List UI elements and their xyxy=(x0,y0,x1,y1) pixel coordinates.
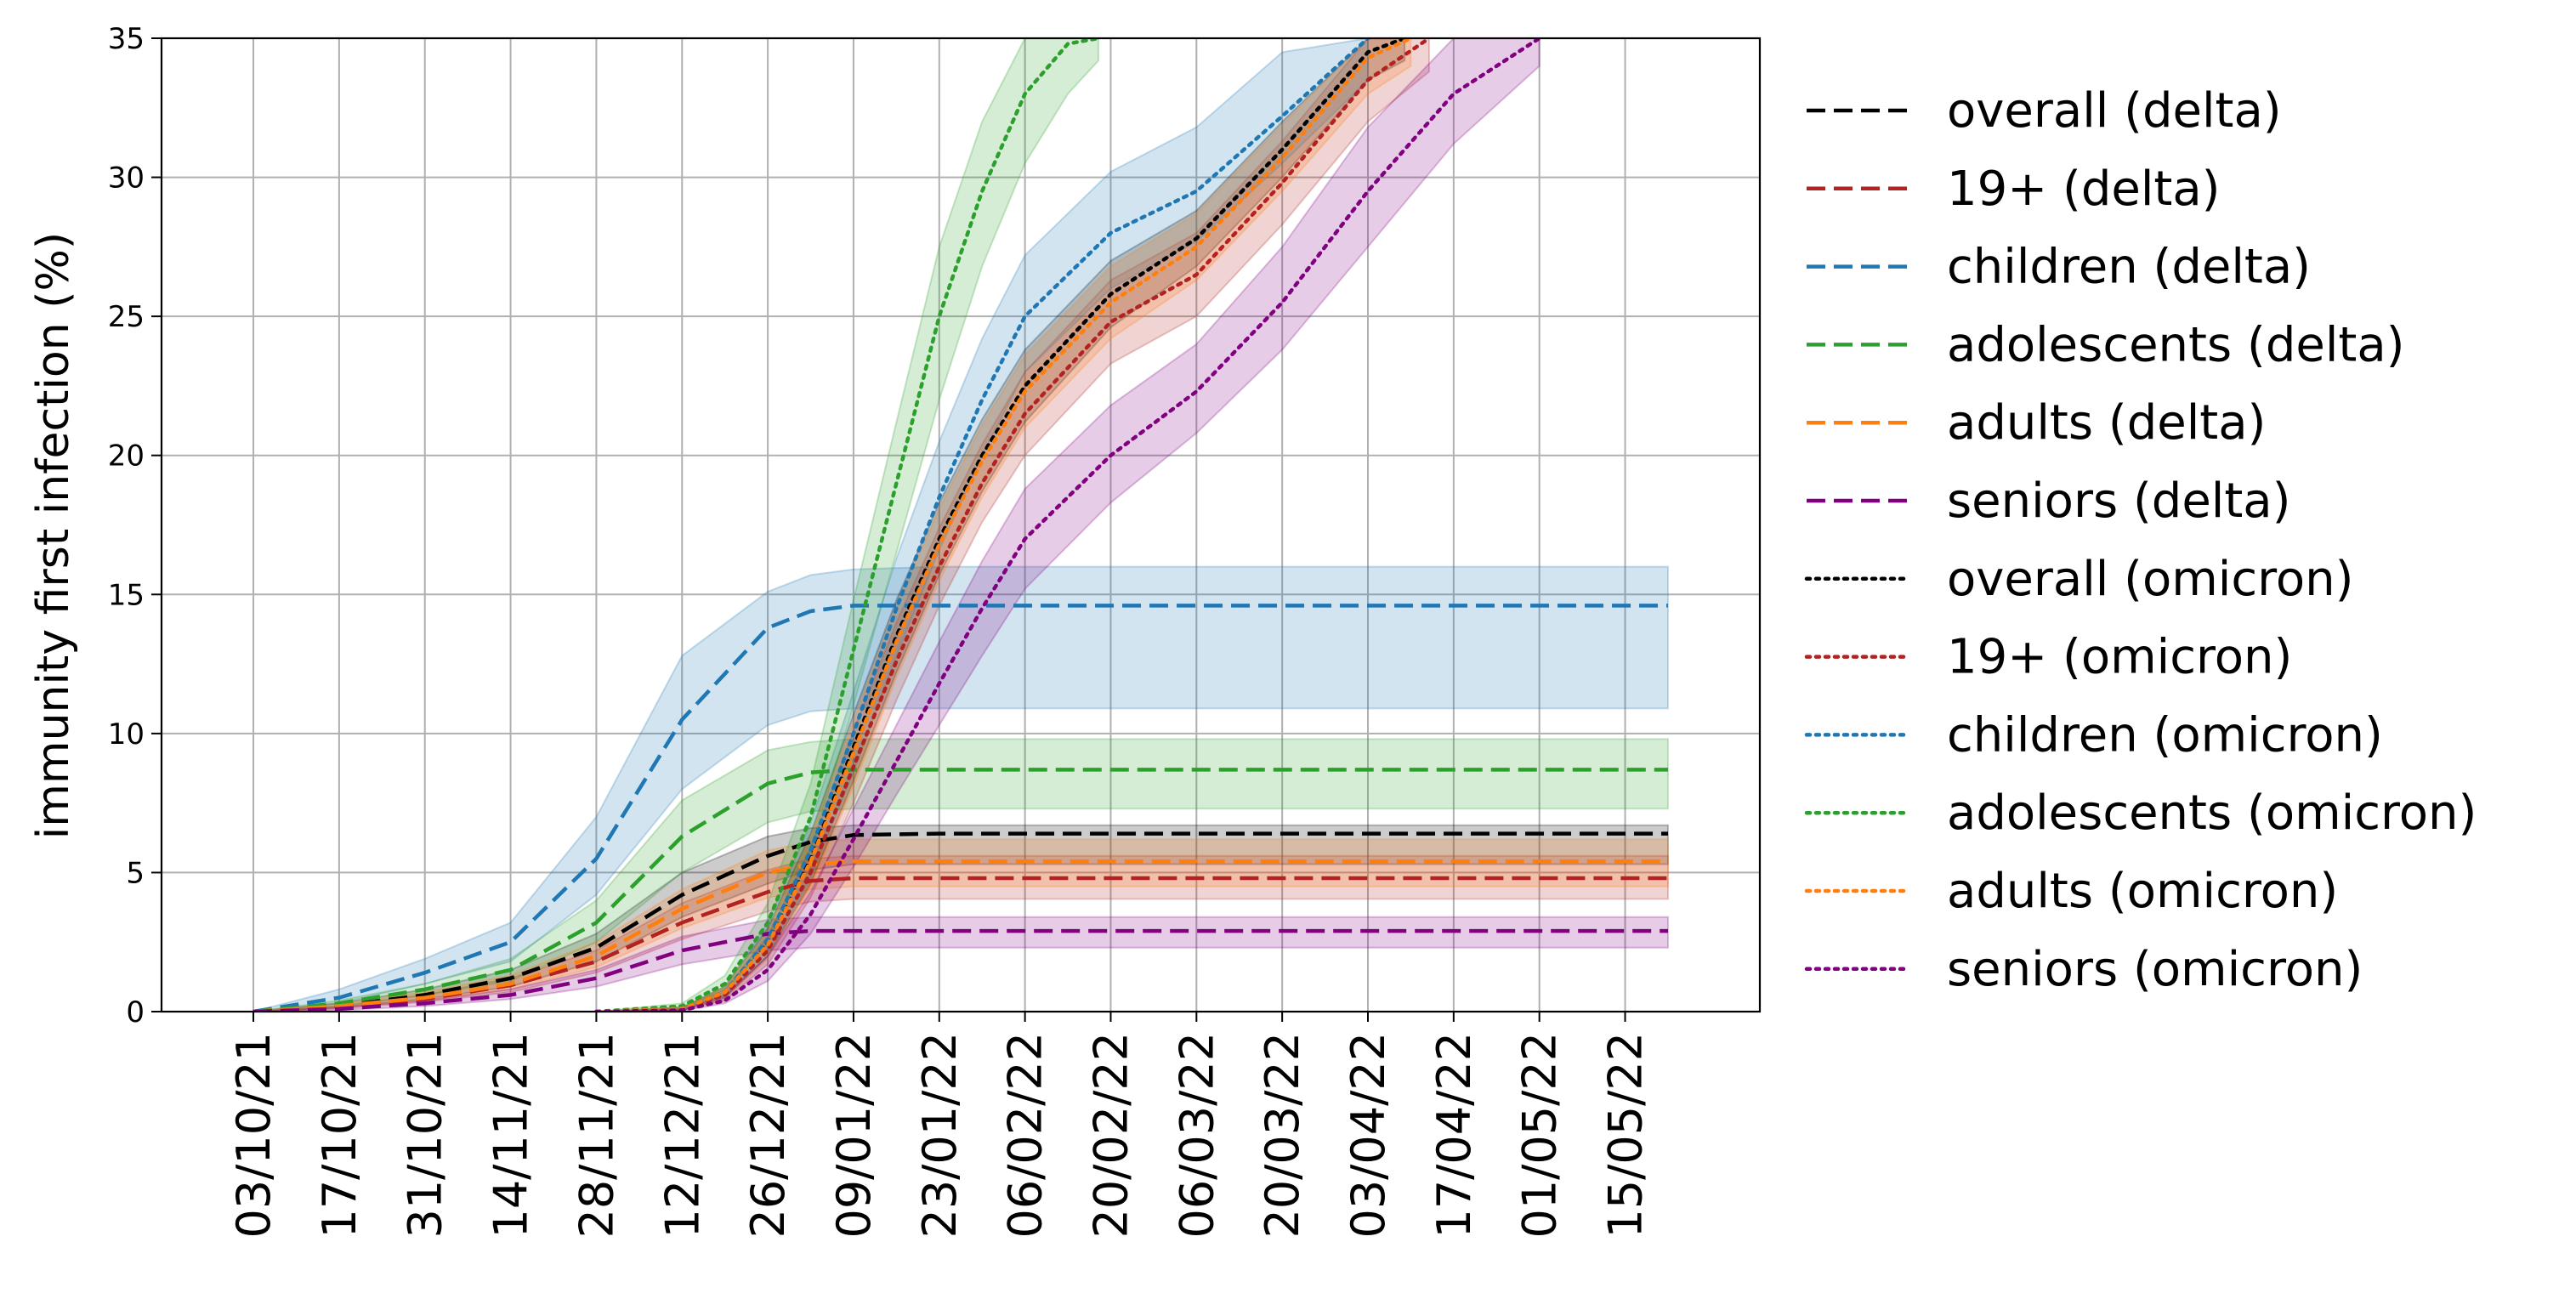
legend-label-adults-omicron: adults (omicron) xyxy=(1947,864,2338,919)
line-seniors-delta xyxy=(252,928,1668,1012)
y-tick-label: 10 xyxy=(108,717,145,751)
y-tick-label: 30 xyxy=(108,162,145,196)
legend-label-children-omicron: children (omicron) xyxy=(1947,707,2383,763)
x-tick-label: 06/03/22 xyxy=(1170,1032,1223,1239)
legend: overall (delta) 19+ (delta) children (delt… xyxy=(1804,83,2477,997)
line-adolescents-delta xyxy=(252,768,1668,1012)
line-seniors-omicron xyxy=(594,38,1541,1012)
x-tick-label: 12/12/21 xyxy=(655,1032,709,1239)
legend-label-seniors-omicron: seniors (omicron) xyxy=(1947,942,2363,997)
legend-label-overall-omicron: overall (omicron) xyxy=(1947,552,2354,607)
legend-label-adolescents-omicron: adolescents (omicron) xyxy=(1947,785,2477,841)
line-19-omicron xyxy=(594,38,1432,1012)
x-tick-label: 28/11/21 xyxy=(570,1032,623,1239)
legend-label-adults-delta: adults (delta) xyxy=(1947,395,2266,451)
x-tick-label: 03/04/22 xyxy=(1342,1032,1395,1239)
y-tick-label: 25 xyxy=(108,300,145,334)
line-adults-delta xyxy=(252,859,1668,1012)
y-tick-label: 15 xyxy=(108,578,145,612)
y-tick-label: 35 xyxy=(108,22,145,56)
x-tick-label: 20/02/22 xyxy=(1084,1032,1138,1239)
y-tick-label: 5 xyxy=(126,856,145,890)
series-lines xyxy=(252,38,1668,1012)
band-overall-omicron xyxy=(596,38,1406,1012)
line-adults-omicron xyxy=(594,38,1413,1012)
x-tick-label: 20/03/22 xyxy=(1256,1032,1309,1239)
y-tick-label: 0 xyxy=(126,995,145,1029)
legend-label-19-delta: 19+ (delta) xyxy=(1947,162,2221,217)
x-tick-label: 09/01/22 xyxy=(827,1032,881,1239)
legend-label-overall-delta: overall (delta) xyxy=(1947,83,2282,139)
band-children-delta xyxy=(252,565,1669,1012)
x-tick-label: 06/02/22 xyxy=(999,1032,1053,1239)
x-tick-label: 03/10/21 xyxy=(227,1032,281,1239)
x-tick-label: 17/10/21 xyxy=(313,1032,366,1239)
band-children-omicron xyxy=(596,38,1369,1012)
x-tick-label: 23/01/22 xyxy=(913,1032,967,1239)
legend-label-seniors-delta: seniors (delta) xyxy=(1947,474,2290,529)
plot-frame xyxy=(160,37,1762,1013)
y-axis-label: immunity first infection (%) xyxy=(28,232,79,839)
legend-label-children-delta: children (delta) xyxy=(1947,240,2311,295)
line-adolescents-omicron xyxy=(594,38,1101,1012)
y-tick-label: 20 xyxy=(108,440,145,474)
band-adults-delta xyxy=(252,838,1669,1012)
axes: 0 5 10 15 20 25 30 35 03/10/21 17/10/21 31/10/21 14… xyxy=(108,22,1653,1239)
x-tick-label: 26/12/21 xyxy=(741,1032,795,1239)
x-tick-label: 01/05/22 xyxy=(1513,1032,1567,1239)
legend-label-19-omicron: 19+ (omicron) xyxy=(1947,630,2292,685)
line-children-delta xyxy=(252,604,1668,1012)
legend-label-adolescents-delta: adolescents (delta) xyxy=(1947,317,2405,372)
band-seniors-omicron xyxy=(596,38,1540,1012)
x-tick-label: 15/05/22 xyxy=(1599,1032,1653,1239)
x-tick-label: 14/11/21 xyxy=(485,1032,538,1239)
x-tick-label: 31/10/21 xyxy=(399,1032,452,1239)
x-tick-label: 17/04/22 xyxy=(1427,1032,1481,1239)
